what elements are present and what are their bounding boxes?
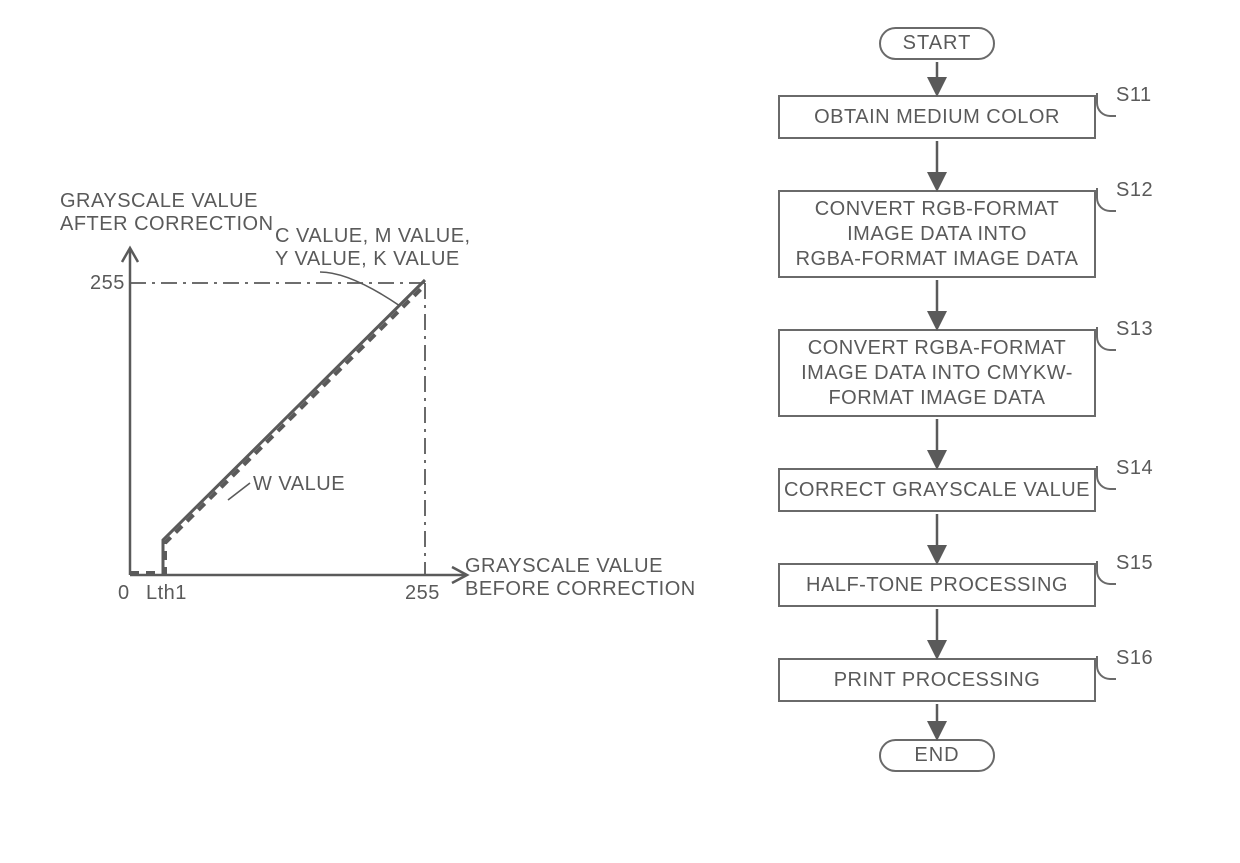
step-tag-s16: S16: [1116, 647, 1153, 670]
step-tag-s12: S12: [1116, 179, 1153, 202]
step-tag-s11: S11: [1116, 84, 1152, 107]
step-tag-s15: S15: [1116, 552, 1153, 575]
x-axis-title: GRAYSCALE VALUE BEFORE CORRECTION: [465, 555, 696, 601]
grayscale-chart: [100, 240, 480, 600]
flowchart-arrows: [760, 20, 1120, 800]
step-tag-s14: S14: [1116, 457, 1153, 480]
y-axis-title: GRAYSCALE VALUE AFTER CORRECTION: [60, 190, 274, 236]
step-tag-s13: S13: [1116, 318, 1153, 341]
